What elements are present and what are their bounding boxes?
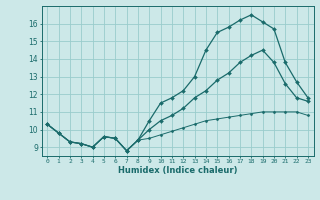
X-axis label: Humidex (Indice chaleur): Humidex (Indice chaleur) [118,166,237,175]
